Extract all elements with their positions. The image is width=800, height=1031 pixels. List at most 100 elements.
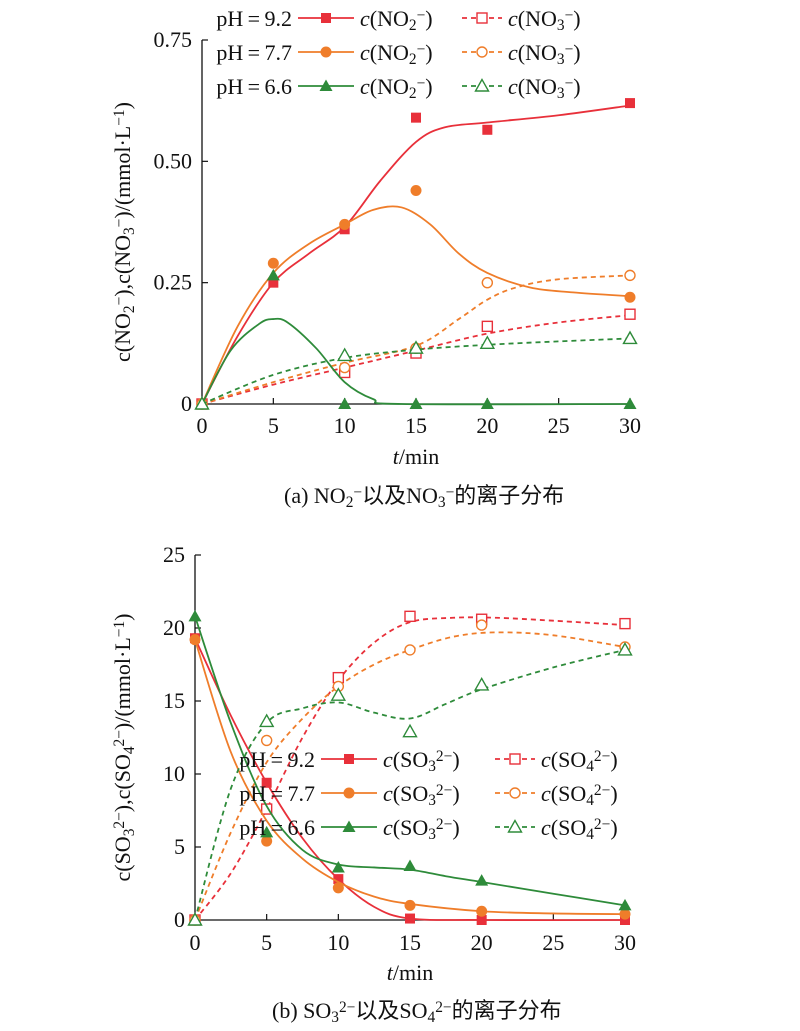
data-point [261,777,272,788]
data-point [476,905,488,917]
chart-caption: (b) SO32−以及SO42−的离子分布 [272,998,562,1026]
y-tick-label: 0.50 [154,148,193,173]
x-tick-label: 25 [542,930,564,955]
legend-swatch-marker [320,46,332,58]
legend-swatch-marker [476,12,488,24]
legend-entry-label: c(NO3−) [508,40,581,68]
legend-swatch-marker [476,46,488,58]
data-point [403,859,417,871]
data-point [620,915,630,925]
data-point [268,277,279,288]
data-point [338,397,352,409]
data-point [479,335,496,350]
data-point [258,713,275,728]
x-axis-title: t/min [393,444,439,469]
data-point [187,912,203,926]
x-tick-label: 0 [190,930,201,955]
data-point [618,898,632,911]
series-pH=9.2-c(SO₄²⁻) [189,610,631,926]
series-pH=6.6-c(NO₂⁻) [195,268,637,409]
series-line [194,616,626,907]
y-tick-label: 15 [163,688,185,713]
data-point [402,723,418,738]
data-point [405,913,415,924]
y-tick-label: 20 [163,615,185,640]
y-tick-label: 0.25 [154,270,193,295]
data-point [404,644,416,656]
y-tick-label: 0.75 [154,27,193,52]
data-point [475,619,488,631]
x-tick-label: 15 [399,930,421,955]
legend-swatch-marker [321,13,331,23]
data-point [619,617,631,630]
legend-swatch-marker [509,787,521,799]
x-tick-label: 20 [471,930,493,955]
legend-entry-label: c(SO32−) [383,747,460,775]
x-tick-label: 10 [334,413,356,438]
series-line [194,639,626,916]
data-point [333,874,344,885]
y-tick-label: 25 [163,542,185,567]
legend-entry-label: c(NO2−) [360,6,433,34]
series-pH=6.6-c(NO₃⁻) [194,330,638,410]
x-tick-label: 5 [261,930,272,955]
legend-entry-label: c(NO3−) [508,74,581,102]
data-point [617,641,633,656]
x-tick-label: 15 [405,413,427,438]
data-point [261,835,273,847]
x-axis-title: t/min [387,960,433,985]
data-point [194,396,210,410]
series-line [194,649,626,921]
data-point [481,320,494,333]
data-point [473,677,490,691]
y-axis-title: c(NO2−),c(NO3−)/(mmol·L−1) [110,102,138,362]
y-tick-label: 5 [174,834,185,859]
series-pH=7.7-c(SO₃²⁻) [189,634,631,920]
chart-panel-a: 0 5 10 15 20 25 30 0 0.25 0.50 0.75 t/min c(NO2−),c(… [110,6,641,511]
series-pH=9.2-c(NO₂⁻) [197,98,635,409]
x-tick-label: 5 [268,413,279,438]
series-line [201,274,631,405]
legend-group-label: pH = 9.2 [216,6,292,31]
series-line [201,104,631,405]
legend-entry-label: c(SO42−) [541,781,618,809]
data-point [624,308,636,320]
data-point [482,124,493,135]
data-point [475,874,489,886]
data-point [619,908,631,920]
data-point [480,397,494,409]
data-point [411,112,421,123]
y-tick-label: 0 [181,391,192,416]
series-line [194,631,626,921]
x-tick-label: 0 [197,413,208,438]
series-pH=6.6-c(SO₄²⁻) [187,641,633,926]
legend-swatch-marker [319,79,333,91]
data-point [476,915,487,925]
data-point [624,291,636,303]
legend-entry-label: c(NO2−) [360,40,433,68]
series-line [201,317,631,406]
series-pH=7.7-c(SO₄²⁻) [189,619,631,926]
data-point [338,361,351,374]
x-tick-label: 20 [476,413,498,438]
legend-entry-label: c(NO2−) [360,74,433,102]
legend: pH = 9.2 c(SO32−) c(SO42−) pH = 7.7 c(SO32−)… [239,747,617,843]
data-point [189,634,201,646]
series-line [201,314,631,405]
data-point [625,98,635,109]
series-line [194,616,626,921]
legend-swatch-marker [509,753,521,765]
data-point [624,269,636,282]
data-point [267,257,279,269]
legend-group-label: pH = 7.7 [216,40,292,65]
data-point [188,609,202,622]
series-line [201,205,631,405]
data-point [331,860,345,873]
data-point [260,803,273,815]
legend-entry-label: c(SO32−) [383,781,460,809]
data-point [339,218,351,230]
y-tick-label: 0 [174,907,185,932]
data-point [622,330,638,345]
legend-swatch-marker [344,754,354,764]
